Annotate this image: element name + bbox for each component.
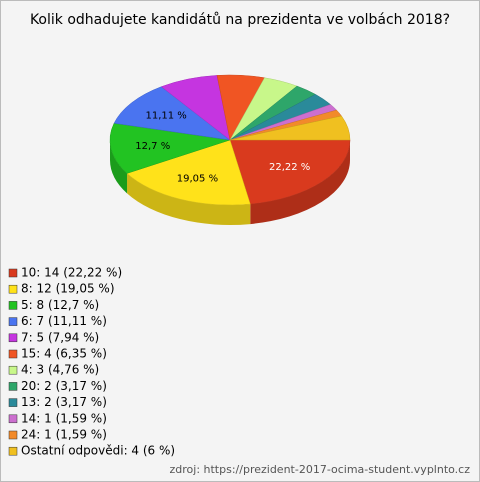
legend-swatch (8, 284, 18, 294)
legend-swatch (8, 398, 18, 407)
source: zdroj: https://prezident-2017-ocima-stud… (170, 463, 471, 476)
legend-swatch (8, 430, 18, 440)
legend-swatch (8, 301, 18, 310)
legend-swatch (8, 414, 18, 424)
legend-label: 5: 8 (12,7 %) (21, 298, 99, 312)
slice-side (110, 140, 128, 194)
chart-title: Kolik odhadujete kandidátů na prezidenta… (30, 12, 450, 28)
value-label: 22,22 % (269, 162, 310, 173)
legend-swatch (8, 349, 18, 359)
slice-side (127, 173, 251, 225)
legend-label: 14: 1 (1,59 %) (21, 411, 107, 425)
legend-label: 15: 4 (6,35 %) (21, 347, 107, 361)
value-label: 11,11 % (145, 111, 186, 122)
value-label: 12,7 % (135, 141, 170, 152)
legend-label: 4: 3 (4,76 %) (21, 363, 99, 377)
legend-swatch (8, 365, 18, 375)
legend-swatch (8, 268, 18, 278)
slice (229, 115, 351, 141)
slice (113, 86, 231, 141)
legend-label: 13: 2 (3,17 %) (21, 395, 107, 409)
legend-label: 10: 14 (22,22 %) (21, 266, 122, 280)
slice-side (250, 140, 350, 225)
legend-swatch (8, 317, 18, 326)
legend-swatch (8, 382, 18, 391)
slice (229, 139, 351, 205)
slice (126, 139, 251, 206)
value-label: 19,05 % (177, 173, 218, 184)
legend-label: 6: 7 (11,11 %) (21, 314, 107, 328)
legend-label: Ostatní odpovědi: 4 (6 %) (21, 444, 175, 458)
legend-label: 8: 12 (19,05 %) (21, 282, 115, 296)
legend-label: 20: 2 (3,17 %) (21, 379, 107, 393)
legend-label: 24: 1 (1,59 %) (21, 428, 107, 442)
legend-swatch (8, 446, 18, 456)
legend-swatch (8, 333, 18, 343)
legend-label: 7: 5 (7,94 %) (21, 330, 99, 344)
